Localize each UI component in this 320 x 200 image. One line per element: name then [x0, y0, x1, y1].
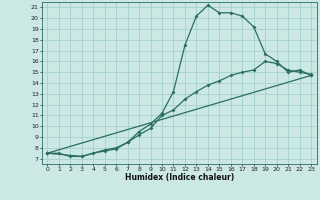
X-axis label: Humidex (Indice chaleur): Humidex (Indice chaleur): [124, 173, 234, 182]
